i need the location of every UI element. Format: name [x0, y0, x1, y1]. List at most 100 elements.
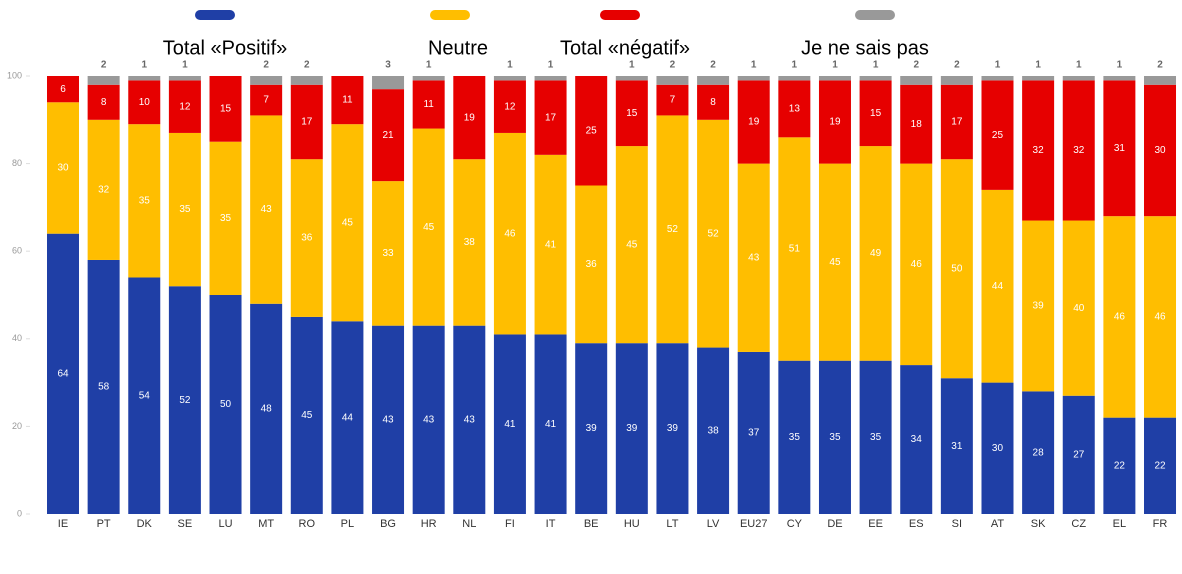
value-label: 52	[667, 224, 679, 235]
x-tick-label: NL	[462, 518, 476, 530]
value-label: 3	[385, 60, 391, 71]
value-label: 52	[708, 228, 720, 239]
bar-segment	[453, 76, 486, 160]
bar-segment	[1022, 76, 1055, 81]
value-label: 1	[873, 60, 879, 71]
bar-segment	[615, 343, 648, 514]
value-label: 58	[98, 382, 110, 393]
value-label: 2	[913, 60, 919, 71]
bar-segment	[1103, 80, 1136, 217]
bar-segment	[1103, 216, 1136, 418]
bar-segment	[981, 80, 1014, 190]
value-label: 15	[626, 108, 638, 119]
x-tick-label: LT	[666, 518, 678, 530]
value-label: 25	[586, 125, 598, 136]
value-label: 27	[1073, 450, 1085, 461]
x-tick-label: DK	[137, 518, 153, 530]
y-tick-label: 0	[17, 508, 22, 518]
bar-segment	[87, 119, 120, 260]
value-label: 7	[670, 95, 676, 106]
legend-label: Total «Positif»	[163, 37, 288, 59]
bar-segment	[615, 146, 648, 344]
x-tick-label: EE	[868, 518, 883, 530]
value-label: 15	[220, 103, 232, 114]
value-label: 12	[504, 101, 516, 112]
value-label: 30	[57, 163, 69, 174]
bar-segment	[575, 76, 608, 186]
x-tick-label: LU	[218, 518, 232, 530]
x-tick-label: CY	[787, 518, 803, 530]
value-label: 34	[911, 434, 923, 445]
bar-segment	[1144, 216, 1177, 418]
bar-segment	[290, 84, 323, 160]
bar-segment	[697, 84, 730, 120]
bar-segment	[372, 325, 405, 514]
value-label: 21	[382, 130, 394, 141]
bar-segment	[209, 76, 242, 142]
value-label: 48	[261, 404, 273, 415]
value-label: 11	[342, 95, 353, 106]
value-label: 64	[57, 368, 69, 379]
bar-segment	[87, 259, 120, 514]
bar-segment	[778, 360, 811, 514]
bar-segment	[1062, 395, 1095, 514]
x-tick-label: MT	[258, 518, 274, 530]
value-label: 2	[954, 60, 960, 71]
value-label: 6	[60, 84, 66, 95]
bar-segment	[47, 76, 79, 103]
bar-segment	[47, 102, 79, 234]
bar-segment	[981, 76, 1014, 81]
x-tick-label: BG	[380, 518, 396, 530]
legend-label: Neutre	[428, 37, 488, 59]
bar-segment	[128, 277, 161, 514]
value-label: 41	[545, 419, 557, 430]
bar-segment	[737, 163, 770, 352]
value-label: 1	[182, 60, 188, 71]
value-label: 8	[710, 97, 716, 108]
legend-swatch	[855, 10, 895, 20]
legend-label: Je ne sais pas	[801, 37, 929, 59]
bar-segment	[656, 343, 689, 514]
bar-segment	[1103, 417, 1136, 514]
x-tick-label: HR	[421, 518, 437, 530]
x-tick-label: PL	[341, 518, 354, 530]
value-label: 40	[1073, 303, 1085, 314]
value-label: 32	[1073, 145, 1085, 156]
bar-segment	[940, 159, 973, 379]
value-label: 8	[101, 97, 107, 108]
value-label: 1	[792, 60, 798, 71]
value-label: 2	[670, 60, 676, 71]
bar-segment	[250, 76, 283, 85]
value-label: 46	[504, 228, 516, 239]
bar-segment	[575, 185, 608, 344]
bar-segment	[87, 76, 120, 85]
bar-segment	[331, 321, 364, 514]
value-label: 1	[1035, 60, 1041, 71]
value-label: 31	[951, 441, 963, 452]
bar-segment	[290, 316, 323, 514]
bar-segment	[981, 189, 1014, 383]
bar-segment	[859, 146, 892, 361]
value-label: 10	[139, 97, 151, 108]
value-label: 43	[748, 252, 760, 263]
value-label: 50	[220, 399, 232, 410]
bar-segment	[1103, 76, 1136, 81]
x-tick-label: PT	[97, 518, 111, 530]
value-label: 2	[304, 60, 310, 71]
bar-segment	[250, 303, 283, 514]
bar-segment	[412, 76, 445, 81]
y-tick-label: 20	[12, 421, 22, 431]
bar-segment	[778, 137, 811, 361]
bar-segment	[656, 84, 689, 116]
value-label: 7	[263, 95, 269, 106]
bar-segment	[372, 76, 405, 90]
value-label: 18	[911, 119, 923, 130]
value-label: 35	[870, 432, 882, 443]
value-label: 17	[545, 112, 557, 123]
bar-segment	[372, 181, 405, 326]
bar-segment	[656, 115, 689, 344]
value-label: 43	[261, 204, 273, 215]
bar-segment	[859, 360, 892, 514]
bar-segment	[534, 76, 567, 81]
bar-segment	[940, 378, 973, 514]
